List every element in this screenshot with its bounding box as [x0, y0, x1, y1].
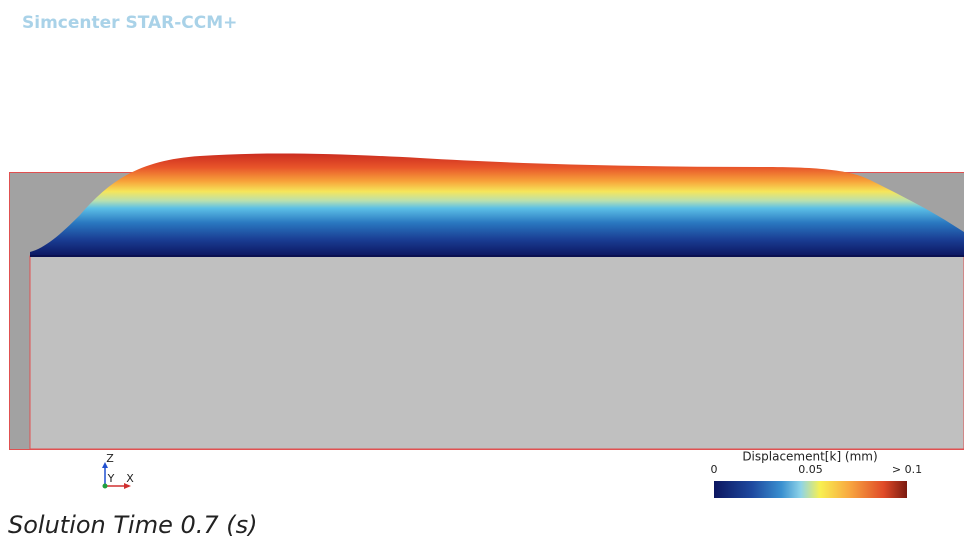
legend-tick-label: 0.05 [798, 463, 823, 476]
z-label: Z [106, 452, 114, 465]
viewport: Simcenter STAR-CCM+ Z Y X Displacement[k… [0, 0, 964, 539]
color-bar [714, 481, 907, 498]
legend-tick-label: 0 [711, 463, 718, 476]
app-title: Simcenter STAR-CCM+ [22, 13, 237, 33]
displacement-contour [30, 154, 964, 256]
solid-block [30, 256, 964, 449]
y-label: Y [107, 472, 115, 485]
axis-triad: Z Y X [102, 452, 134, 489]
page: Simcenter STAR-CCM+ Z Y X Displacement[k… [0, 0, 964, 539]
solution-time: Solution Time 0.7 (s) [8, 511, 258, 539]
x-label: X [126, 472, 134, 485]
legend-tick-label: > 0.1 [892, 463, 922, 476]
legend-title: Displacement[k] (mm) [742, 450, 877, 464]
